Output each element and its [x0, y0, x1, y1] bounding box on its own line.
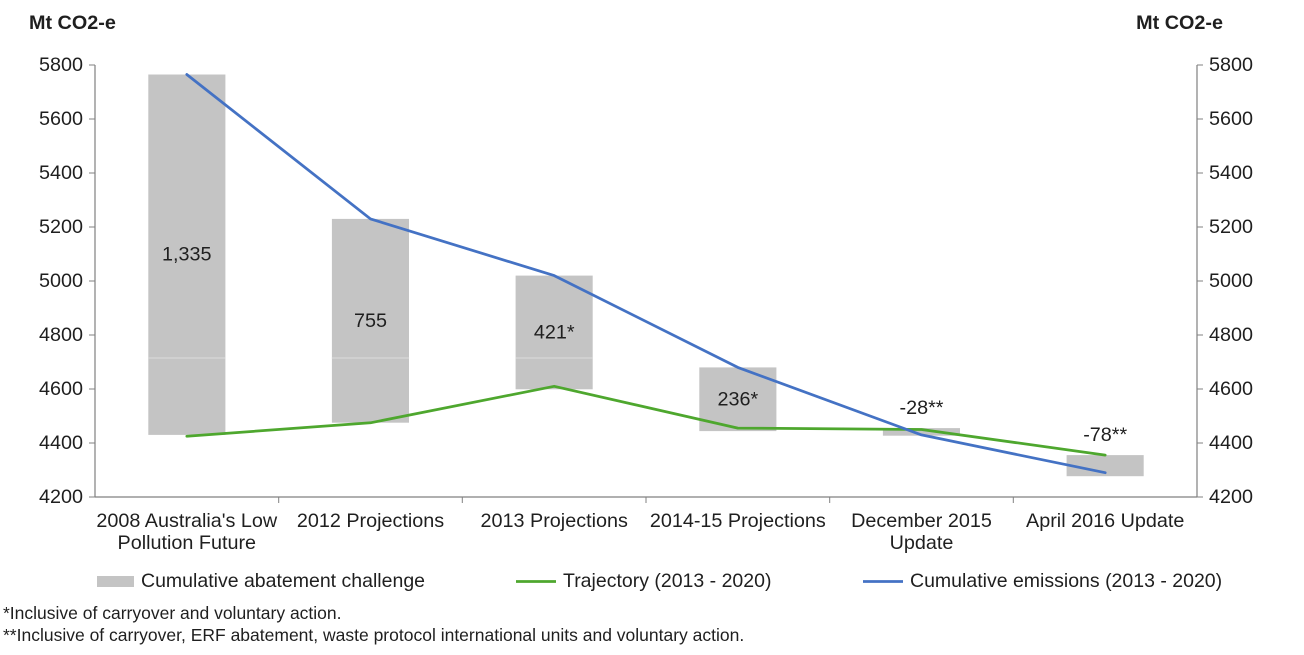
svg-text:4600: 4600: [1209, 378, 1253, 400]
svg-text:2008 Australia's Low: 2008 Australia's Low: [96, 510, 278, 532]
svg-text:*Inclusive of carryover and vo: *Inclusive of carryover and voluntary ac…: [3, 603, 342, 623]
svg-text:Mt CO2-e: Mt CO2-e: [1136, 12, 1223, 34]
svg-text:Mt CO2-e: Mt CO2-e: [29, 12, 116, 34]
svg-text:4200: 4200: [1209, 486, 1253, 508]
svg-text:Pollution Future: Pollution Future: [118, 532, 257, 554]
svg-text:5800: 5800: [1209, 54, 1253, 76]
svg-text:-78**: -78**: [1083, 424, 1127, 446]
svg-text:Update: Update: [890, 532, 954, 554]
svg-text:5200: 5200: [39, 216, 83, 238]
svg-text:Cumulative abatement challenge: Cumulative abatement challenge: [141, 570, 425, 592]
svg-text:5600: 5600: [39, 108, 83, 130]
svg-text:4200: 4200: [39, 486, 83, 508]
svg-text:236*: 236*: [717, 388, 758, 410]
svg-text:755: 755: [354, 310, 387, 332]
svg-text:December 2015: December 2015: [851, 510, 992, 532]
svg-text:4600: 4600: [39, 378, 83, 400]
svg-text:-28**: -28**: [900, 397, 944, 419]
svg-text:4400: 4400: [1209, 432, 1253, 454]
svg-text:April 2016 Update: April 2016 Update: [1026, 510, 1184, 532]
svg-text:5000: 5000: [1209, 270, 1253, 292]
svg-text:Cumulative emissions (2013 - 2: Cumulative emissions (2013 - 2020): [910, 570, 1222, 592]
svg-text:5000: 5000: [39, 270, 83, 292]
svg-text:4800: 4800: [39, 324, 83, 346]
svg-text:2012 Projections: 2012 Projections: [297, 510, 444, 532]
svg-text:Trajectory (2013 - 2020): Trajectory (2013 - 2020): [563, 570, 771, 592]
svg-text:**Inclusive of carryover, ERF: **Inclusive of carryover, ERF abatement,…: [3, 625, 744, 645]
svg-text:1,335: 1,335: [162, 244, 212, 266]
svg-text:4400: 4400: [39, 432, 83, 454]
svg-text:5200: 5200: [1209, 216, 1253, 238]
svg-text:5800: 5800: [39, 54, 83, 76]
svg-text:5400: 5400: [1209, 162, 1253, 184]
svg-text:5600: 5600: [1209, 108, 1253, 130]
svg-text:2014-15 Projections: 2014-15 Projections: [650, 510, 826, 532]
svg-text:5400: 5400: [39, 162, 83, 184]
svg-text:4800: 4800: [1209, 324, 1253, 346]
svg-text:421*: 421*: [534, 321, 575, 343]
svg-text:2013 Projections: 2013 Projections: [481, 510, 628, 532]
